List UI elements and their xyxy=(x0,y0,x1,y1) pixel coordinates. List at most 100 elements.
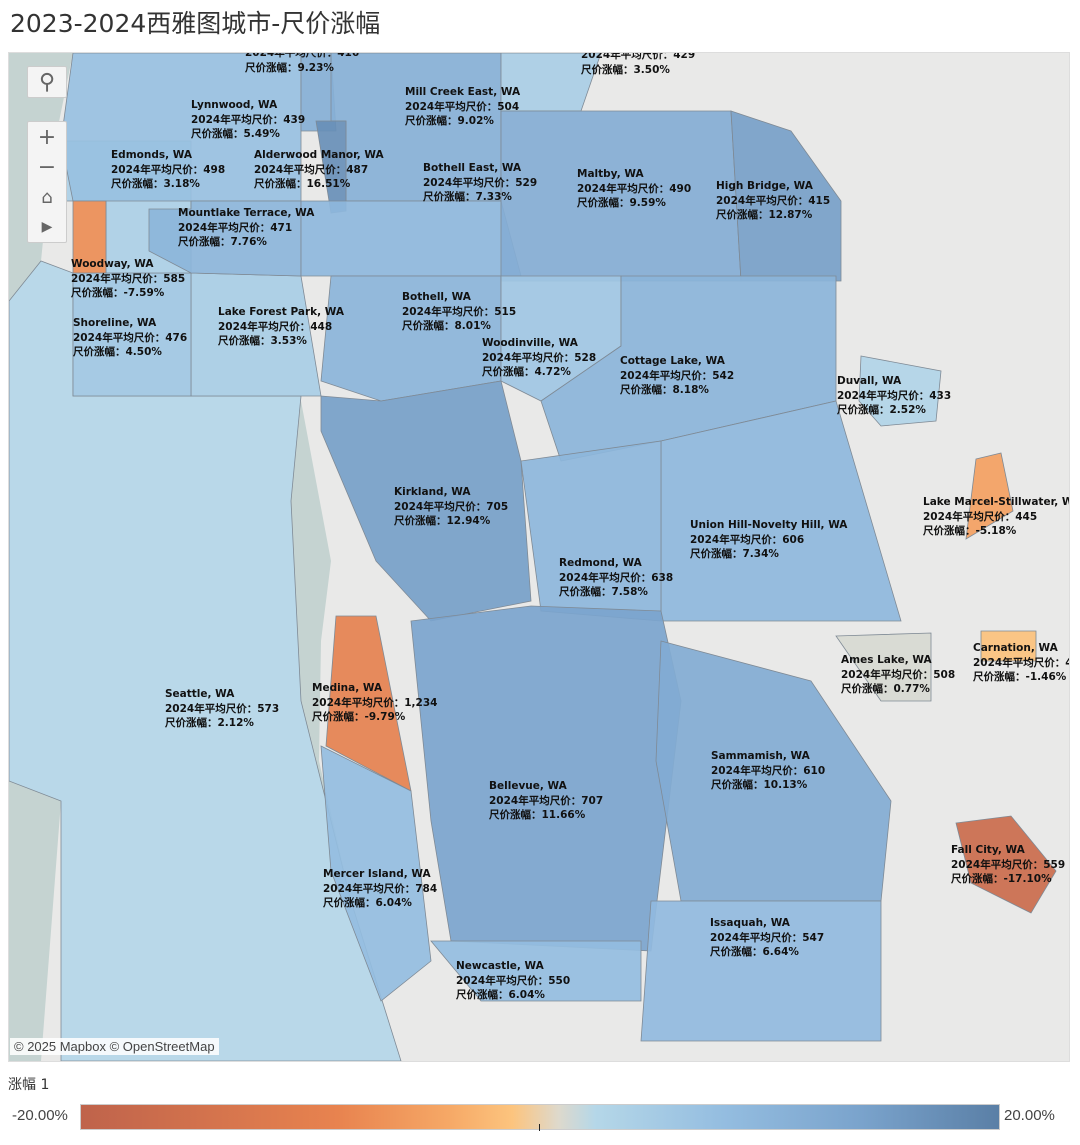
city-price: 2024年平均尺价：439 xyxy=(191,113,306,126)
region-high-bridge[interactable] xyxy=(730,110,842,282)
city-change: 尺价涨幅：2.12% xyxy=(165,717,254,729)
map-attribution[interactable]: © 2025 Mapbox © OpenStreetMap xyxy=(10,1038,219,1055)
zoom-controls: + − ⌂ ▶ xyxy=(27,121,67,243)
city-change: 尺价涨幅：-9.79% xyxy=(312,711,406,723)
city-name: Maltby, WA xyxy=(577,168,644,180)
city-change: 尺价涨幅：7.34% xyxy=(690,548,779,560)
region-lake-marcel-stillwater[interactable] xyxy=(965,452,1014,540)
city-name: Mercer Island, WA xyxy=(323,868,431,880)
home-icon[interactable]: ⌂ xyxy=(41,186,53,208)
city-price: 2024年平均尺价：547 xyxy=(710,931,825,944)
city-change: 尺价涨幅：3.53% xyxy=(218,335,307,347)
city-change: 尺价涨幅：4.50% xyxy=(73,346,162,358)
city-change: 尺价涨幅：7.58% xyxy=(559,586,648,598)
city-price: 2024年平均尺价：705 xyxy=(394,500,509,513)
city-label: Woodway, WA 2024年平均尺价：585 尺价涨幅：-7.59% xyxy=(71,257,185,301)
city-label: Maltby, WA 2024年平均尺价：490 尺价涨幅：9.59% xyxy=(577,167,691,211)
city-label: Seattle, WA 2024年平均尺价：573 尺价涨幅：2.12% xyxy=(165,687,279,731)
search-icon[interactable]: ⚲ xyxy=(38,69,56,95)
city-price: 2024年平均尺价：504 xyxy=(405,100,520,113)
zoom-in-icon[interactable]: + xyxy=(37,124,57,150)
region-bellevue[interactable] xyxy=(410,605,682,952)
city-price: 2024年平均尺价：448 xyxy=(218,320,333,333)
city-label: Woodinville, WA 2024年平均尺价：528 尺价涨幅：4.72% xyxy=(482,336,596,380)
region-kirkland[interactable] xyxy=(320,380,532,622)
city-label: Lynnwood, WA 2024年平均尺价：439 尺价涨幅：5.49% xyxy=(191,98,305,142)
city-change: 尺价涨幅：9.23% xyxy=(245,61,334,74)
city-change: 尺价涨幅：16.51% xyxy=(254,178,351,190)
city-change: 尺价涨幅：9.59% xyxy=(577,197,666,209)
city-price: 2024年平均尺价：498 xyxy=(111,163,226,176)
city-name: Medina, WA xyxy=(312,682,383,694)
city-name: Redmond, WA xyxy=(559,557,642,569)
search-tool[interactable]: ⚲ xyxy=(27,66,67,98)
city-price: 2024年平均尺价：542 xyxy=(620,369,735,382)
city-name: Mountlake Terrace, WA xyxy=(178,207,315,219)
city-change: 尺价涨幅：-1.46% xyxy=(973,671,1067,683)
city-price: 2024年平均尺价：784 xyxy=(323,882,438,895)
city-label: Ames Lake, WA 2024年平均尺价：508 尺价涨幅：0.77% xyxy=(841,653,955,697)
city-label: Union Hill-Novelty Hill, WA 2024年平均尺价：606… xyxy=(690,518,847,562)
region-mercer-island[interactable] xyxy=(320,745,432,1002)
map-view[interactable]: 2024年平均尺价：416 尺价涨幅：9.23% 2024年平均尺价：429 尺价涨幅… xyxy=(8,52,1070,1062)
region-issaquah[interactable] xyxy=(640,900,882,1042)
city-label: Bothell East, WA 2024年平均尺价：529 尺价涨幅：7.33% xyxy=(423,161,537,205)
city-name: Woodinville, WA xyxy=(482,337,578,349)
zoom-out-icon[interactable]: − xyxy=(37,154,57,180)
city-price: 2024年平均尺价：585 xyxy=(71,272,186,285)
region-bothell-east[interactable] xyxy=(300,200,522,277)
city-name: Alderwood Manor, WA xyxy=(254,149,384,161)
city-price: 2024年平均尺价：529 xyxy=(423,176,538,189)
map-canvas[interactable] xyxy=(9,53,1069,1061)
play-icon[interactable]: ▶ xyxy=(41,219,53,235)
city-name: Mill Creek East, WA xyxy=(405,86,521,98)
city-change: 尺价涨幅：12.94% xyxy=(394,515,491,527)
city-price: 2024年平均尺价：490 xyxy=(577,182,692,195)
city-label: Edmonds, WA 2024年平均尺价：498 尺价涨幅：3.18% xyxy=(111,148,225,192)
city-change: 尺价涨幅：6.64% xyxy=(710,946,799,958)
city-label: Bellevue, WA 2024年平均尺价：707 尺价涨幅：11.66% xyxy=(489,779,603,823)
region-ames-lake[interactable] xyxy=(835,632,932,702)
city-change: 尺价涨幅：5.49% xyxy=(191,128,280,140)
city-label: Lake Marcel-Stillwater, WA 2024年平均尺价：445 尺… xyxy=(923,495,1070,539)
water-sound-south xyxy=(9,781,61,1061)
city-label: Sammamish, WA 2024年平均尺价：610 尺价涨幅：10.13% xyxy=(711,749,825,793)
region-fall-city[interactable] xyxy=(955,815,1057,914)
city-label: Redmond, WA 2024年平均尺价：638 尺价涨幅：7.58% xyxy=(559,556,673,600)
city-change: 尺价涨幅：9.02% xyxy=(405,115,494,127)
city-price: 2024年平均尺价：508 xyxy=(841,668,956,681)
city-label: Alderwood Manor, WA 2024年平均尺价：487 尺价涨幅：16.… xyxy=(254,148,384,192)
city-price: 2024年平均尺价：515 xyxy=(402,305,517,318)
city-price: 2024年平均尺价：433 xyxy=(837,389,952,402)
city-label: Fall City, WA 2024年平均尺价：559 尺价涨幅：-17.10% xyxy=(951,843,1065,887)
city-name: Bellevue, WA xyxy=(489,780,567,792)
city-price: 2024年平均尺价：471 xyxy=(178,221,293,234)
city-name: Union Hill-Novelty Hill, WA xyxy=(690,519,848,531)
legend-max-label: 20.00% xyxy=(1004,1107,1055,1124)
city-label: Shoreline, WA 2024年平均尺价：476 尺价涨幅：4.50% xyxy=(73,316,187,360)
city-price: 2024年平均尺价：610 xyxy=(711,764,826,777)
region-carnation[interactable] xyxy=(980,630,1037,662)
city-change: 尺价涨幅：-17.10% xyxy=(951,873,1052,885)
city-price: 2024年平均尺价：429 xyxy=(581,52,696,61)
region-union-hill-novelty-hill[interactable] xyxy=(660,400,902,622)
city-change: 尺价涨幅：10.13% xyxy=(711,779,808,791)
water-lake-washington xyxy=(291,401,351,901)
region-newcastle[interactable] xyxy=(430,940,642,1002)
city-change: 尺价涨幅：0.77% xyxy=(841,683,930,695)
city-change: 尺价涨幅：-7.59% xyxy=(71,287,165,299)
city-price: 2024年平均尺价：487 xyxy=(254,163,369,176)
legend-zero-tick xyxy=(539,1124,540,1131)
city-label: Carnation, WA 2024年平均尺价：4 尺价涨幅：-1.46% xyxy=(973,641,1069,685)
city-name: Issaquah, WA xyxy=(710,917,790,929)
city-label: Medina, WA 2024年平均尺价：1,234 尺价涨幅：-9.79% xyxy=(312,681,437,725)
region-duvall[interactable] xyxy=(858,355,942,427)
city-price: 2024年平均尺价：476 xyxy=(73,331,188,344)
city-label: Kirkland, WA 2024年平均尺价：705 尺价涨幅：12.94% xyxy=(394,485,508,529)
city-name: Lake Marcel-Stillwater, WA xyxy=(923,496,1070,508)
city-label: Cottage Lake, WA 2024年平均尺价：542 尺价涨幅：8.18% xyxy=(620,354,734,398)
city-price: 2024年平均尺价：415 xyxy=(716,194,831,207)
city-label: Issaquah, WA 2024年平均尺价：547 尺价涨幅：6.64% xyxy=(710,916,824,960)
city-price: 2024年平均尺价：550 xyxy=(456,974,571,987)
region-woodway[interactable] xyxy=(72,200,107,274)
